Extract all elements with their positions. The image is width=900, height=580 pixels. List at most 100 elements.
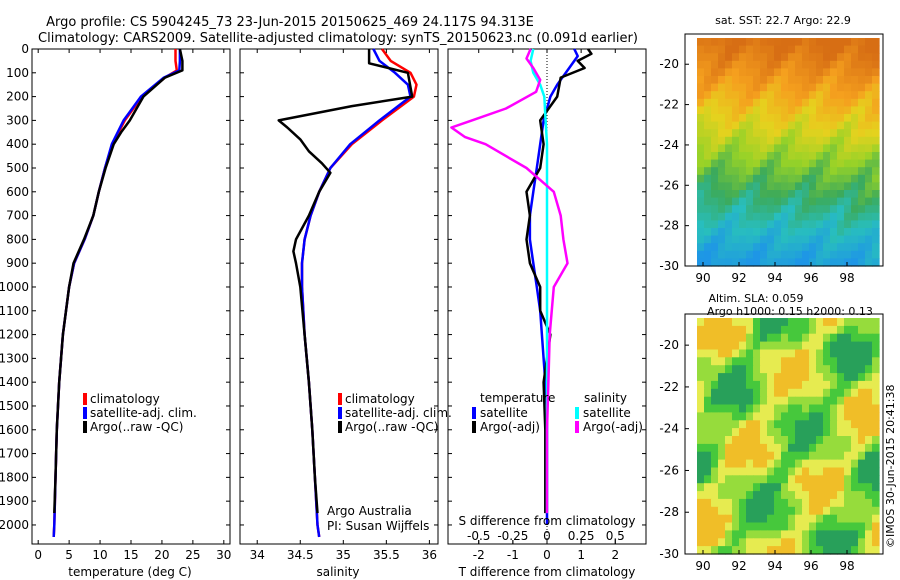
map-cell (739, 357, 747, 366)
map-cell (865, 318, 873, 327)
map-cell (760, 451, 768, 461)
map-cell (774, 152, 782, 161)
map-cell (809, 333, 817, 343)
map-cell (725, 436, 733, 445)
map-cell (809, 318, 817, 327)
map-cell (851, 506, 859, 516)
map-cell (725, 349, 733, 358)
map-cell (830, 341, 838, 351)
map-cell (711, 365, 719, 374)
map-cell (739, 365, 747, 374)
map-cell (830, 325, 838, 335)
map-cell (704, 318, 712, 327)
map-cell (732, 491, 740, 500)
map-cell (774, 197, 782, 206)
series-line-satellite-adj-clim- (300, 48, 412, 538)
map-cell (837, 212, 845, 221)
map-cell (795, 68, 803, 77)
map-cell (872, 220, 880, 229)
map-cell (725, 467, 733, 476)
map-cell (816, 506, 824, 516)
map-cell (774, 333, 782, 343)
map-cell (865, 380, 873, 390)
map-cell (753, 152, 761, 161)
map-cell (697, 546, 705, 555)
map-cell (844, 190, 852, 199)
map-cell (774, 60, 782, 69)
legend-label-t-argo: Argo(-adj) (480, 420, 540, 434)
map-cell (844, 60, 852, 69)
map-cell (732, 228, 740, 237)
map-cell (844, 91, 852, 100)
map-cell (802, 144, 810, 153)
map-cell (851, 106, 859, 115)
map-cell (851, 459, 859, 469)
map-cell (760, 436, 768, 445)
map-cell (697, 506, 705, 516)
map-cell (767, 522, 775, 531)
map-cell (823, 396, 831, 406)
map-cell (753, 404, 761, 413)
map-cell (760, 380, 768, 390)
map-cell (697, 114, 705, 123)
map-cell (816, 443, 824, 453)
map-cell (697, 129, 705, 138)
map-cell (858, 325, 866, 335)
map-cell (830, 506, 838, 516)
map-cell (732, 258, 740, 267)
map-cell (823, 220, 831, 229)
map-cell (781, 250, 789, 259)
map-cell (781, 167, 789, 176)
map-cell (725, 136, 733, 145)
map-cell (837, 325, 845, 335)
map-cell (802, 412, 810, 421)
map-cell (760, 136, 768, 145)
map-cell (704, 436, 712, 445)
map-cell (732, 443, 740, 453)
map-cell (872, 197, 880, 206)
map-cell (802, 357, 810, 366)
map-cell (711, 349, 719, 358)
legend-head-temperature: temperature (480, 391, 555, 405)
map-cell (802, 530, 810, 539)
map-cell (697, 420, 705, 429)
map-cell (718, 318, 726, 327)
map-cell (725, 404, 733, 413)
map-cell (753, 106, 761, 115)
map-cell (816, 91, 824, 100)
map-cell (732, 428, 740, 437)
map-cell (795, 182, 803, 191)
map-cell (732, 388, 740, 398)
map-cell (746, 396, 754, 406)
figure-title-line2: Climatology: CARS2009. Satellite-adjuste… (38, 31, 638, 46)
map-cell (760, 404, 768, 413)
map-cell (760, 91, 768, 100)
map-cell (781, 121, 789, 130)
map-cell (851, 197, 859, 206)
map-cell (753, 243, 761, 252)
map-cell (725, 443, 733, 453)
map-cell (844, 53, 852, 62)
map-cell (823, 388, 831, 398)
map-cell (704, 68, 712, 77)
map-cell (830, 197, 838, 206)
map-cell (837, 506, 845, 516)
temperature-tick-label: 15 (123, 548, 138, 562)
map-cell (858, 467, 866, 476)
map-cell (837, 159, 845, 168)
map-cell (760, 152, 768, 161)
map-cell (802, 76, 810, 85)
map-cell (816, 60, 824, 69)
series-line-satellite-adj-clim- (52, 49, 182, 537)
map-cell (837, 498, 845, 508)
map-cell (795, 483, 803, 492)
map-cell (844, 412, 852, 421)
map-cell (704, 443, 712, 453)
map-cell (760, 76, 768, 85)
map-cell (788, 220, 796, 229)
map-cell (760, 341, 768, 351)
map-cell (851, 420, 859, 429)
map-cell (823, 205, 831, 214)
temperature-tick-label: 0 (34, 548, 42, 562)
map-cell (718, 349, 726, 358)
